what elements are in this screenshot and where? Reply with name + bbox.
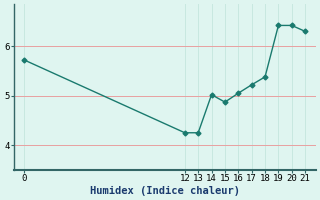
X-axis label: Humidex (Indice chaleur): Humidex (Indice chaleur) xyxy=(90,186,240,196)
